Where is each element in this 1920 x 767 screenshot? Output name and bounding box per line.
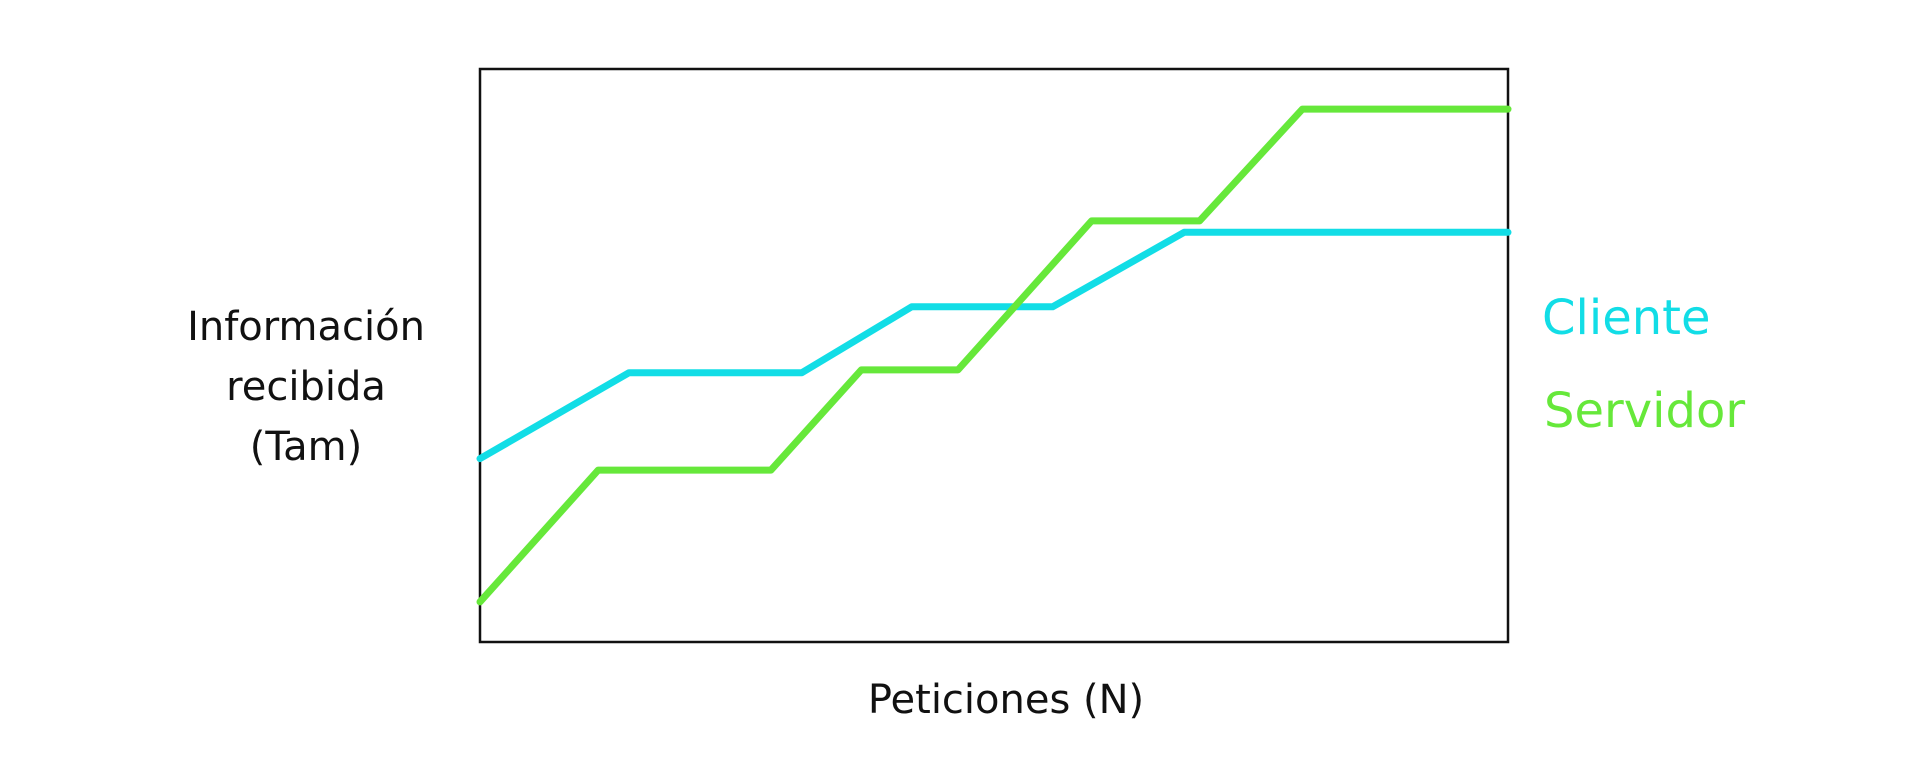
y-axis-label-line-3: (Tam) [250,424,363,470]
series-line-servidor [476,105,1512,606]
series-line-cliente [476,228,1512,463]
y-axis-label-line-1: Información [187,304,425,350]
plot-frame [478,67,1510,644]
series-layer [476,105,1512,606]
legend-entry-servidor: Servidor [1544,383,1745,439]
y-axis-label-line-2: recibida [226,364,386,410]
x-axis-label: Peticiones (N) [868,677,1144,723]
legend-entry-cliente: Cliente [1542,290,1711,346]
